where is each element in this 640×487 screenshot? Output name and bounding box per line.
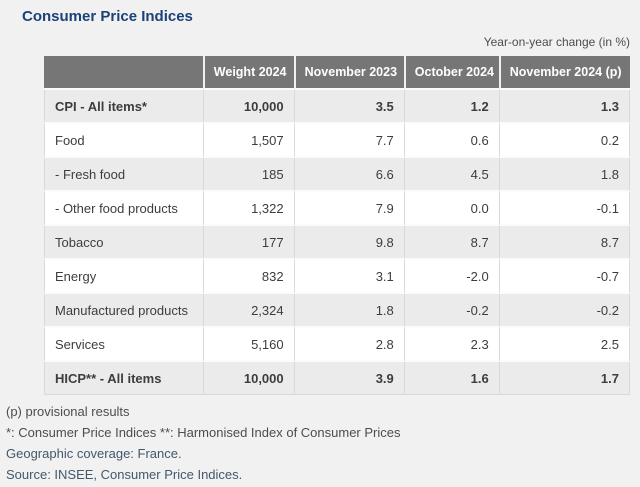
cell-value: 2,324 xyxy=(202,294,294,328)
table-row: - Fresh food 185 6.6 4.5 1.8 xyxy=(44,158,630,192)
cell-value: -0.7 xyxy=(498,260,630,294)
cell-value: 1.8 xyxy=(293,294,404,328)
cell-value: 9.8 xyxy=(293,226,404,260)
column-header-0 xyxy=(44,56,203,90)
table-row: CPI - All items* 10,000 3.5 1.2 1.3 xyxy=(44,90,630,124)
table-row: Tobacco 177 9.8 8.7 8.7 xyxy=(44,226,630,260)
cell-value: 1.8 xyxy=(498,158,630,192)
table-row: Manufactured products 2,324 1.8 -0.2 -0.2 xyxy=(44,294,630,328)
row-label: - Other food products xyxy=(44,192,203,226)
cell-value: 177 xyxy=(202,226,294,260)
row-label: Manufactured products xyxy=(44,294,203,328)
cell-value: 10,000 xyxy=(202,362,294,395)
cpi-table: Weight 2024 November 2023 October 2024 Nove… xyxy=(44,56,630,395)
cell-value: 4.5 xyxy=(403,158,499,192)
unit-note: Year-on-year change (in %) xyxy=(483,35,630,49)
cell-value: 1.6 xyxy=(403,362,499,395)
cell-value: 2.3 xyxy=(403,328,499,362)
cell-value: 0.2 xyxy=(498,124,630,158)
cell-value: 5,160 xyxy=(202,328,294,362)
cell-value: 185 xyxy=(202,158,294,192)
row-label: Food xyxy=(44,124,203,158)
row-label: CPI - All items* xyxy=(44,90,203,124)
table-row: Food 1,507 7.7 0.6 0.2 xyxy=(44,124,630,158)
cell-value: -0.2 xyxy=(498,294,630,328)
table-row: Services 5,160 2.8 2.3 2.5 xyxy=(44,328,630,362)
table-row: HICP** - All items 10,000 3.9 1.6 1.7 xyxy=(44,362,630,395)
cell-value: 3.5 xyxy=(293,90,404,124)
column-header-3: October 2024 xyxy=(403,56,499,90)
cell-value: 1,507 xyxy=(202,124,294,158)
cell-value: -2.0 xyxy=(403,260,499,294)
table-header-row: Weight 2024 November 2023 October 2024 Nove… xyxy=(44,56,630,90)
cell-value: 1.3 xyxy=(498,90,630,124)
page-title: Consumer Price Indices xyxy=(22,8,193,25)
cell-value: 0.6 xyxy=(403,124,499,158)
cell-value: 3.1 xyxy=(293,260,404,294)
footnote-line-0: (p) provisional results xyxy=(6,404,130,419)
cell-value: -0.1 xyxy=(498,192,630,226)
footnote-line-1: *: Consumer Price Indices **: Harmonised… xyxy=(6,425,401,440)
cell-value: 2.5 xyxy=(498,328,630,362)
footnotes: (p) provisional results *: Consumer Price… xyxy=(6,401,630,485)
row-label: Energy xyxy=(44,260,203,294)
table-row: Energy 832 3.1 -2.0 -0.7 xyxy=(44,260,630,294)
cell-value: -0.2 xyxy=(403,294,499,328)
cell-value: 7.7 xyxy=(293,124,404,158)
footnote-line-3: Source: INSEE, Consumer Price Indices. xyxy=(6,467,243,482)
column-header-2: November 2023 xyxy=(293,56,404,90)
cell-value: 0.0 xyxy=(403,192,499,226)
cell-value: 7.9 xyxy=(293,192,404,226)
row-label: HICP** - All items xyxy=(44,362,203,395)
column-header-4: November 2024 (p) xyxy=(498,56,630,90)
cell-value: 1.7 xyxy=(498,362,630,395)
cell-value: 2.8 xyxy=(293,328,404,362)
cpi-table-wrap: Weight 2024 November 2023 October 2024 Nove… xyxy=(44,56,630,395)
cell-value: 1.2 xyxy=(403,90,499,124)
footnote-line-2: Geographic coverage: France. xyxy=(6,446,182,461)
cell-value: 1,322 xyxy=(202,192,294,226)
cell-value: 832 xyxy=(202,260,294,294)
row-label: - Fresh food xyxy=(44,158,203,192)
cell-value: 8.7 xyxy=(403,226,499,260)
cell-value: 6.6 xyxy=(293,158,404,192)
column-header-1: Weight 2024 xyxy=(202,56,294,90)
table-row: - Other food products 1,322 7.9 0.0 -0.1 xyxy=(44,192,630,226)
cell-value: 8.7 xyxy=(498,226,630,260)
row-label: Services xyxy=(44,328,203,362)
row-label: Tobacco xyxy=(44,226,203,260)
cell-value: 10,000 xyxy=(202,90,294,124)
cell-value: 3.9 xyxy=(293,362,404,395)
